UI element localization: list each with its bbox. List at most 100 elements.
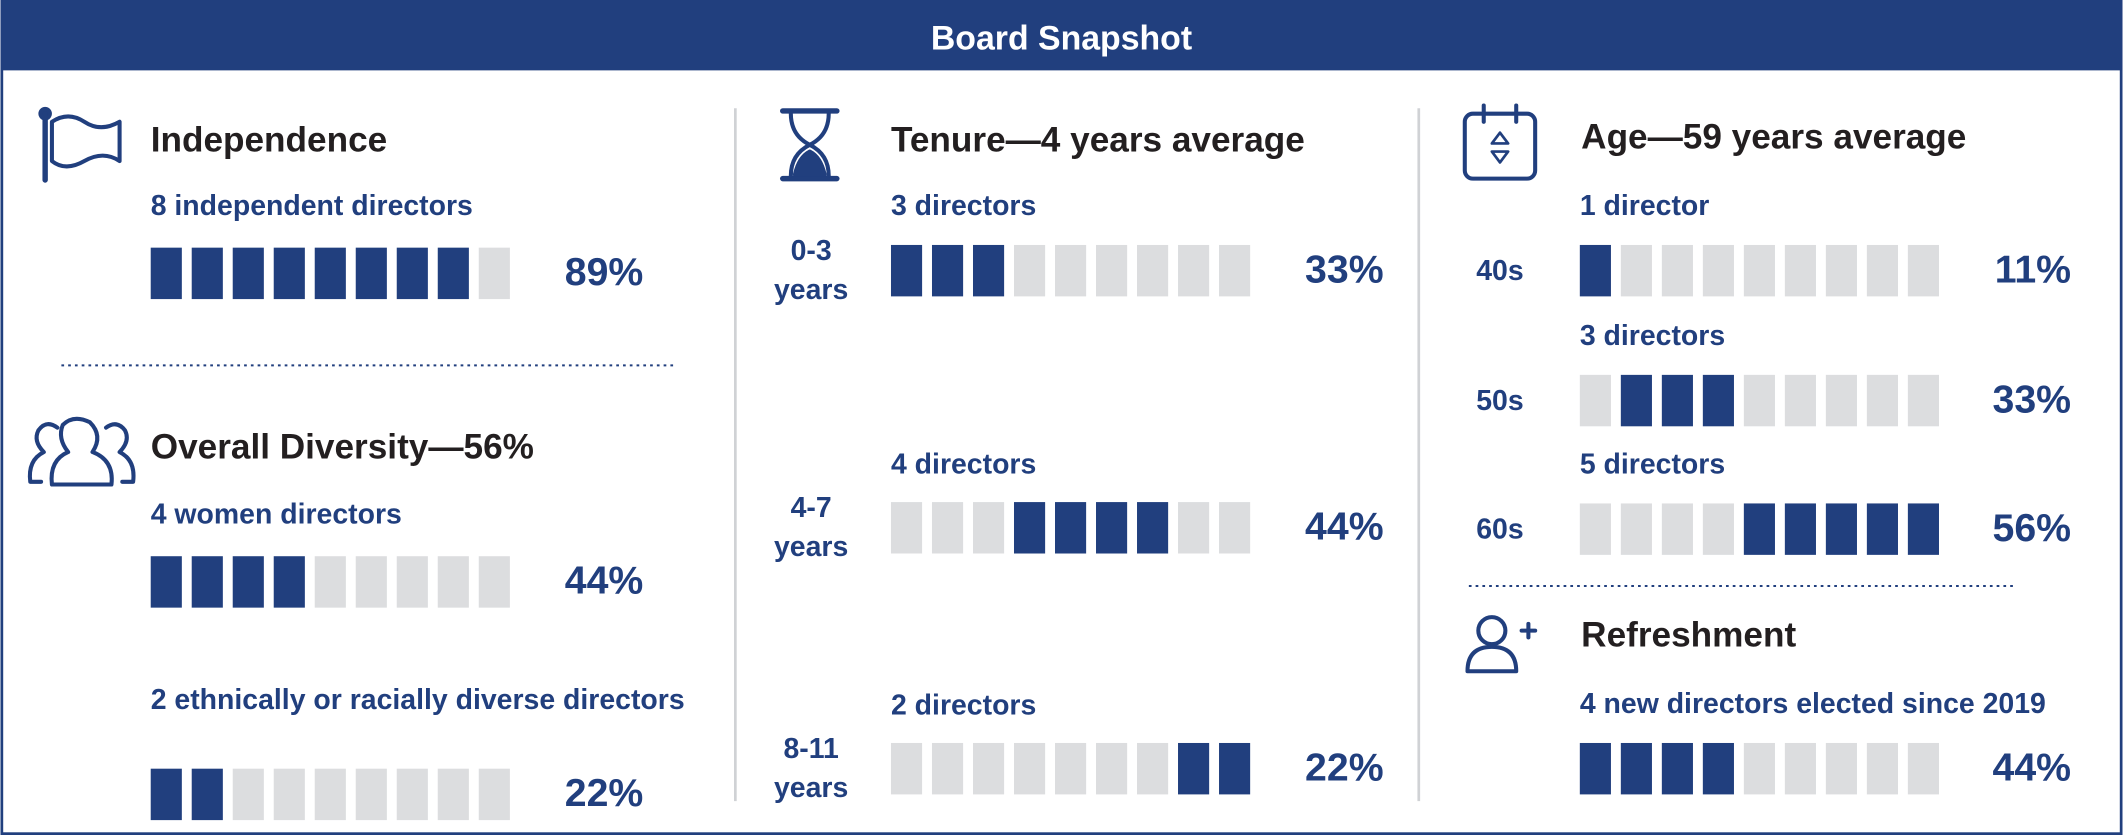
- empty-square: [890, 502, 923, 554]
- empty-square: [437, 556, 469, 608]
- empty-square: [931, 502, 964, 554]
- header-title: Board Snapshot: [931, 20, 1192, 58]
- empty-square: [1825, 374, 1857, 427]
- row-label: 2 directors: [890, 690, 1037, 722]
- empty-square: [931, 742, 964, 795]
- filled-square: [972, 244, 1005, 297]
- empty-square: [1702, 503, 1734, 555]
- calendar-icon: [1462, 103, 1538, 181]
- filled-square: [1702, 374, 1734, 427]
- empty-square: [1907, 742, 1939, 795]
- filled-square: [1013, 502, 1046, 554]
- filled-square: [1096, 502, 1128, 554]
- percent: 11%: [1995, 247, 2071, 291]
- filled-square: [1219, 742, 1251, 795]
- section-title: Tenure—4 years average: [891, 120, 1305, 159]
- percent: 56%: [1993, 506, 2072, 550]
- row-label-box: 4 women directors: [150, 499, 402, 531]
- group-label: 4-7 years: [773, 492, 849, 563]
- percent: 33%: [1993, 377, 2072, 421]
- row-label-box: 3 directors: [891, 191, 1036, 222]
- filled-square: [931, 244, 964, 297]
- filled-square: [150, 247, 182, 300]
- percent: 89%: [565, 250, 644, 294]
- filled-square: [314, 247, 346, 300]
- group-label: 8-11 years: [773, 733, 849, 804]
- empty-square: [1866, 742, 1898, 795]
- row-label-box: 1 director: [1579, 190, 1710, 222]
- empty-square: [232, 768, 264, 821]
- empty-square: [1784, 742, 1816, 795]
- row-label-box: 5 directors: [1579, 449, 1726, 481]
- filled-square: [890, 244, 923, 297]
- row-label: 3 directors: [1579, 320, 1726, 352]
- empty-square: [437, 768, 469, 821]
- group-label-box: 4-7 years: [773, 492, 849, 563]
- empty-square: [396, 768, 428, 821]
- empty-square: [1866, 244, 1898, 297]
- empty-square: [1055, 244, 1087, 297]
- empty-square: [355, 556, 387, 608]
- empty-square: [1096, 742, 1128, 795]
- empty-square: [1137, 742, 1169, 795]
- percent: 22%: [1305, 745, 1384, 789]
- group-label-box: 50s: [1476, 385, 1524, 417]
- filled-square: [1702, 742, 1734, 795]
- empty-square: [1743, 374, 1775, 427]
- empty-square: [314, 556, 346, 608]
- empty-square: [1743, 244, 1775, 297]
- empty-square: [1013, 742, 1046, 795]
- row-label: 2 ethnically or racially diverse directo…: [150, 684, 685, 716]
- section-title: Age—59 years average: [1581, 118, 1966, 157]
- empty-square: [1620, 503, 1652, 555]
- empty-square: [1661, 503, 1693, 555]
- empty-square: [1219, 244, 1251, 297]
- empty-square: [1579, 503, 1611, 555]
- empty-square: [314, 768, 346, 821]
- row-label: 4 directors: [890, 449, 1037, 481]
- filled-square: [232, 247, 264, 300]
- empty-square: [1661, 244, 1693, 297]
- filled-square: [191, 556, 223, 608]
- empty-square: [1702, 244, 1734, 297]
- filled-square: [1579, 742, 1611, 795]
- section-title: Refreshment: [1581, 616, 1796, 655]
- filled-square: [355, 247, 387, 300]
- filled-square: [1137, 502, 1169, 554]
- empty-square: [1743, 742, 1775, 795]
- filled-square: [437, 247, 469, 300]
- group-label-box: 40s: [1476, 255, 1524, 287]
- empty-square: [1784, 244, 1816, 297]
- filled-square: [1866, 503, 1898, 555]
- flag-icon: [38, 106, 122, 183]
- filled-square: [150, 556, 182, 608]
- group-label: 40s: [1476, 255, 1524, 287]
- row-label-box: 4 directors: [890, 449, 1037, 481]
- filled-square: [1620, 742, 1652, 795]
- filled-square: [396, 247, 428, 300]
- row-label: 5 directors: [1579, 449, 1726, 481]
- row-label: 4 women directors: [150, 499, 402, 531]
- row-label: 4 new directors elected since 2019: [1579, 688, 2046, 720]
- filled-square: [1055, 502, 1087, 554]
- filled-square: [232, 556, 264, 608]
- empty-square: [478, 247, 510, 300]
- percent: 33%: [1305, 247, 1384, 291]
- row-label-box: 4 new directors elected since 2019: [1579, 688, 2046, 720]
- empty-square: [1866, 374, 1898, 427]
- filled-square: [273, 556, 305, 608]
- empty-square: [478, 556, 510, 608]
- empty-square: [1178, 244, 1210, 297]
- empty-square: [1055, 742, 1087, 795]
- row-label: 8 independent directors: [150, 190, 473, 222]
- group-label: 50s: [1476, 385, 1524, 417]
- empty-square: [1825, 742, 1857, 795]
- filled-square: [1661, 742, 1693, 795]
- row-label: 1 director: [1579, 190, 1710, 222]
- empty-square: [1178, 502, 1210, 554]
- filled-square: [191, 768, 223, 821]
- section-title: Overall Diversity—56%: [151, 428, 534, 467]
- empty-square: [1013, 244, 1046, 297]
- empty-square: [1096, 244, 1128, 297]
- group-label: 60s: [1476, 513, 1524, 545]
